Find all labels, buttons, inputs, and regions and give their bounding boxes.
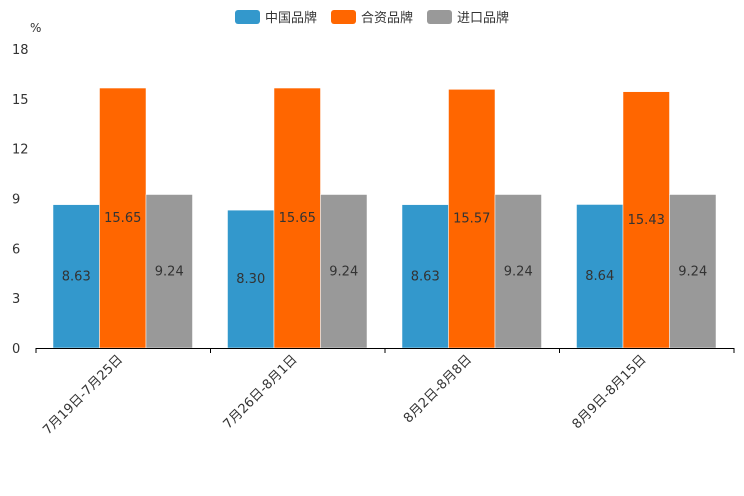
y-tick-label: 12 [12,143,29,158]
y-tick-label: 18 [12,43,29,58]
y-tick-label: 6 [12,242,20,257]
legend-label-imported-brand: 进口品牌 [457,11,510,26]
x-tick-label: 8月2日-8月8日 [401,352,475,426]
bar-data-label: 15.65 [104,211,141,226]
legend-swatch-imported-brand [427,9,452,24]
y-tick-label: 3 [12,292,20,307]
x-tick-label: 7月26日-8月1日 [221,352,301,432]
bar [227,209,275,349]
bar-data-label: 8.30 [236,272,265,287]
legend-item-imported-brand[interactable]: 进口品牌 [427,7,509,26]
bar [576,204,624,349]
bar-data-label: 9.24 [504,264,533,279]
bar [401,204,449,349]
legend-label-joint-venture-brand: 合资品牌 [360,11,413,26]
legend-label-china-brand: 中国品牌 [264,11,317,26]
bar-data-label: 8.64 [585,269,614,284]
y-axis-unit-label: % [30,21,42,35]
bar-data-label: 15.65 [279,211,316,226]
bar [99,87,147,349]
bar [320,194,368,349]
y-tick-label: 0 [12,342,20,357]
bar-data-label: 9.24 [678,264,707,279]
legend-item-china-brand[interactable]: 中国品牌 [234,7,317,26]
bar-data-label: 9.24 [329,264,358,279]
x-tick-label: 7月19日-7月25日 [40,352,126,438]
chart-legend: 中国品牌 合资品牌 进口品牌 [0,7,744,26]
bar [145,194,193,349]
legend-swatch-china-brand [234,9,260,24]
bar-data-label: 8.63 [62,269,91,284]
y-tick-label: 9 [12,193,20,208]
y-tick-label: 15 [12,93,29,108]
legend-swatch-joint-venture-brand [330,9,356,24]
bar-data-label: 15.43 [628,213,665,228]
bar-data-label: 8.63 [411,269,440,284]
legend-item-joint-venture-brand[interactable]: 合资品牌 [330,7,413,26]
bar [669,194,717,349]
bar [494,194,542,349]
bar-data-label: 9.24 [155,264,184,279]
x-tick-label: 8月9日-8月15日 [570,352,650,432]
bar [273,87,321,349]
bar-data-label: 15.57 [453,212,490,227]
bar [448,89,496,349]
